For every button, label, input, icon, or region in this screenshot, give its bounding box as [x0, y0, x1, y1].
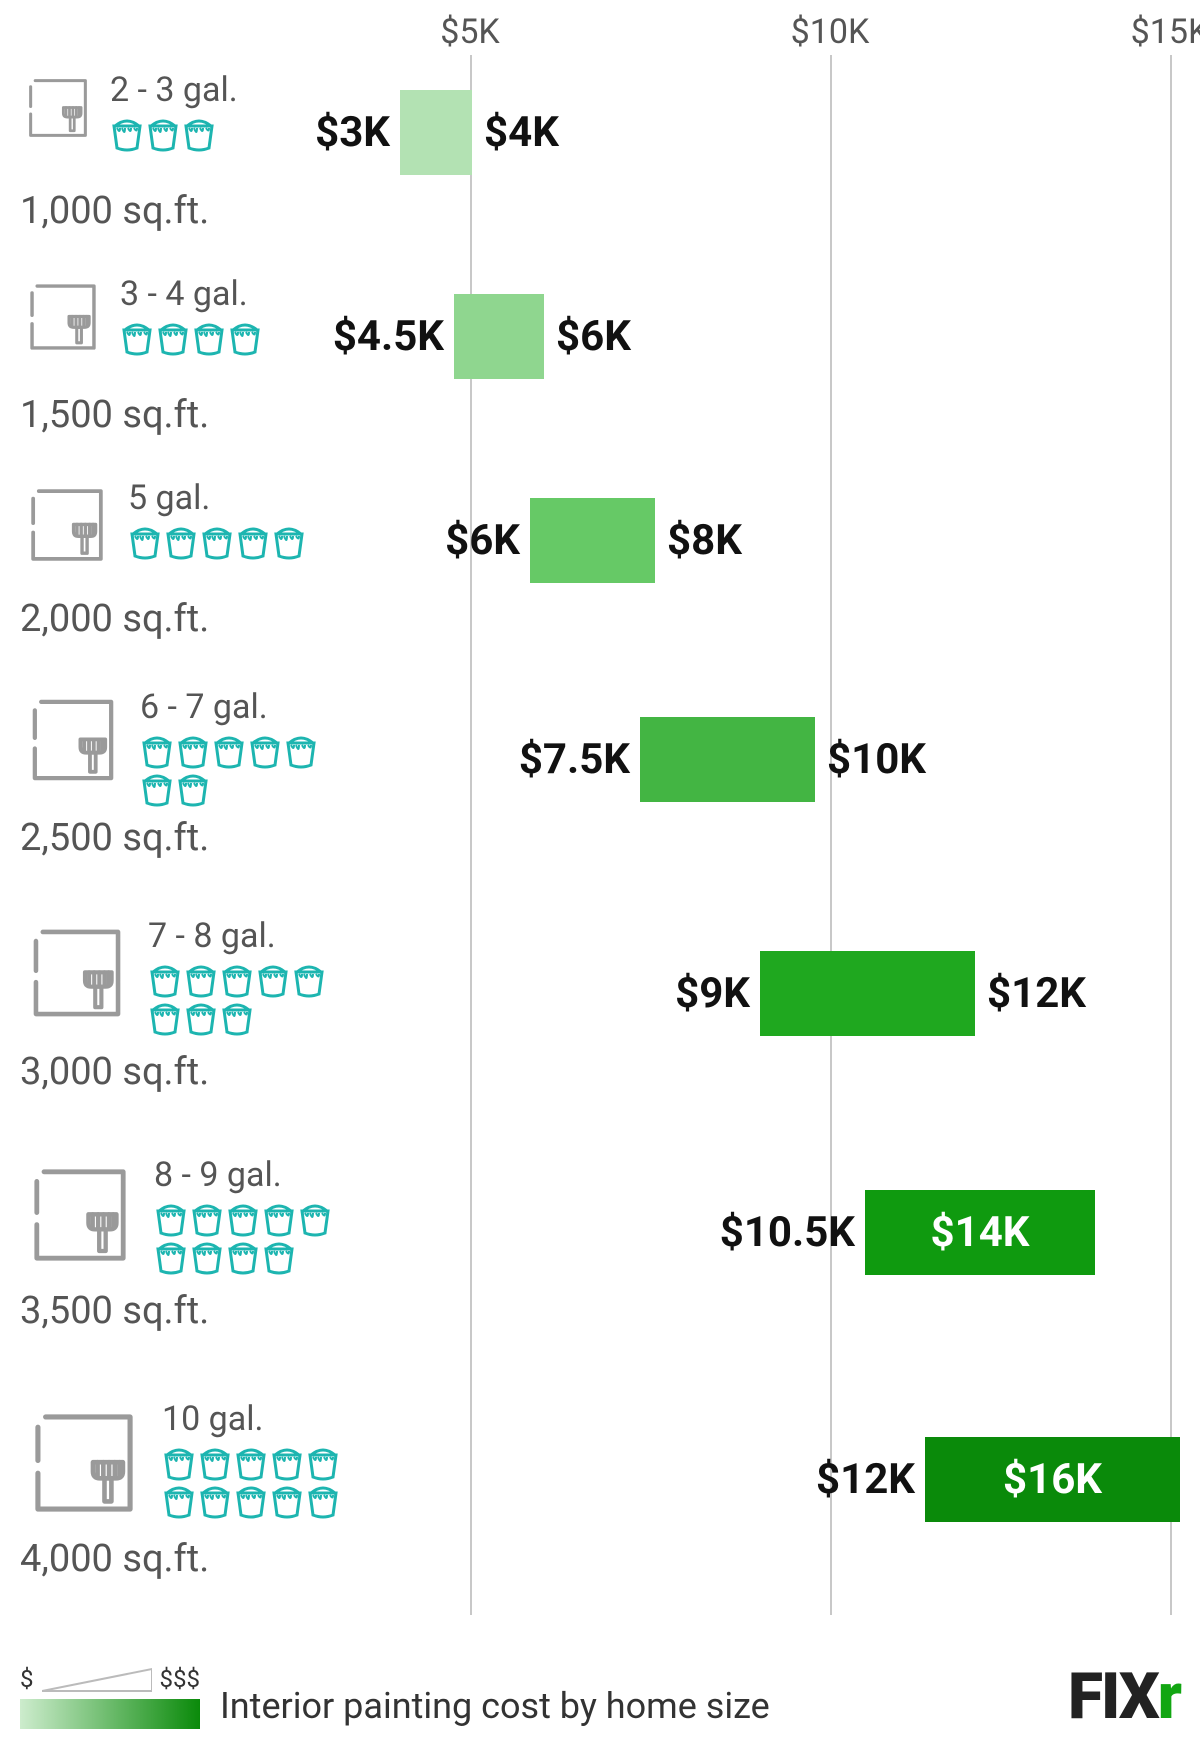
- gallons-label: 7 - 8 gal.: [148, 916, 326, 956]
- axis-tick-label: $10K: [791, 12, 870, 52]
- range-low-label: $6K: [445, 516, 520, 565]
- gallons-label: 10 gal.: [162, 1399, 340, 1439]
- chart-footer: $ $$$ Interior painting cost by home siz…: [0, 1639, 1200, 1739]
- chart-row: 7 - 8 gal. $9K: [0, 916, 1200, 1131]
- chart-row: 2 - 3 gal. $3K$4K1,000 sq.ft.: [0, 70, 1200, 250]
- range-high-label: $14K: [931, 1208, 1030, 1257]
- axis-tick-label: $5K: [440, 12, 500, 52]
- range-low-label: $3K: [315, 108, 390, 157]
- chart-row: 10 gal.: [0, 1399, 1200, 1624]
- range-low-label: $4.5K: [333, 312, 444, 361]
- chart-rows: 2 - 3 gal. $3K$4K1,000 sq.ft.: [0, 70, 1200, 1648]
- range-high-label: $8K: [667, 516, 742, 565]
- x-axis-labels: $5K $10K $15K: [0, 0, 1200, 60]
- legend-low-label: $: [20, 1665, 34, 1693]
- axis-tick-label: $15K: [1131, 12, 1200, 52]
- painting-cost-chart: $5K$10K$15K 2 - 3 gal.: [0, 0, 1200, 1759]
- fixr-logo: FIXr: [1068, 1665, 1180, 1729]
- sqft-label: 3,000 sq.ft.: [20, 1050, 209, 1094]
- range-high-label: $10K: [827, 735, 926, 784]
- cost-range-bar: [760, 951, 975, 1036]
- logo-accent: r: [1158, 1665, 1180, 1729]
- chart-row: 5 gal. $6K$8K2,000 sq.ft.: [0, 478, 1200, 663]
- cost-range-bar: [400, 90, 472, 175]
- logo-text: FIX: [1068, 1665, 1158, 1729]
- chart-row: 8 - 9 gal.: [0, 1155, 1200, 1375]
- legend-gradient: [20, 1699, 200, 1729]
- range-high-label: $12K: [987, 969, 1086, 1018]
- legend: $ $$$: [20, 1665, 200, 1729]
- cost-range-bar: [640, 717, 815, 802]
- chart-row: 3 - 4 gal. $4.5K$6K1,500 sq.ft.: [0, 274, 1200, 454]
- range-low-label: $12K: [816, 1455, 915, 1504]
- sqft-label: 4,000 sq.ft.: [20, 1537, 209, 1581]
- sqft-label: 1,500 sq.ft.: [20, 393, 209, 437]
- sqft-label: 3,500 sq.ft.: [20, 1289, 209, 1333]
- range-low-label: $10.5K: [720, 1208, 855, 1257]
- range-low-label: $7.5K: [519, 735, 630, 784]
- range-high-label: $6K: [556, 312, 631, 361]
- chart-caption: Interior painting cost by home size: [220, 1685, 770, 1727]
- chart-row: 6 - 7 gal. $7.5K$10K2,500 sq.ft.: [0, 687, 1200, 892]
- legend-triangle-icon: [42, 1667, 152, 1693]
- sqft-label: 2,500 sq.ft.: [20, 816, 209, 860]
- cost-range-bar: [530, 498, 655, 583]
- range-high-label: $16K: [1003, 1455, 1102, 1504]
- legend-high-label: $$$: [160, 1665, 200, 1693]
- range-low-label: $9K: [675, 969, 750, 1018]
- sqft-label: 2,000 sq.ft.: [20, 597, 209, 641]
- gallons-label: 8 - 9 gal.: [154, 1155, 332, 1195]
- range-high-label: $4K: [484, 108, 559, 157]
- cost-range-bar: [454, 294, 544, 379]
- sqft-label: 1,000 sq.ft.: [20, 189, 209, 233]
